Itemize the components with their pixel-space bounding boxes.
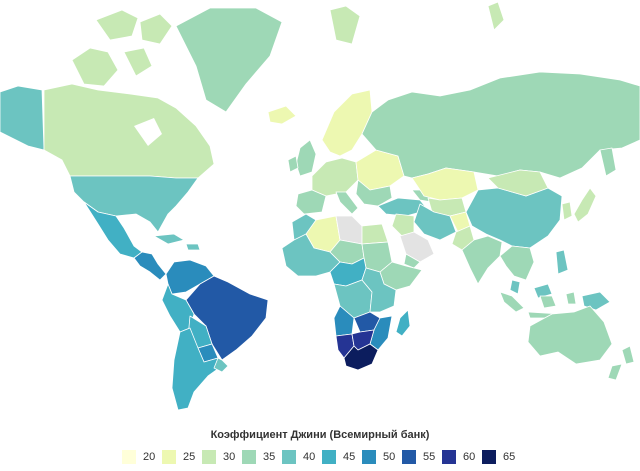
region-iran[interactable] <box>413 203 457 241</box>
region-indonesia[interactable] <box>539 295 557 309</box>
legend-label: 50 <box>383 451 396 463</box>
region-new-zealand[interactable] <box>607 363 623 381</box>
legend-label: 30 <box>223 451 236 463</box>
region-japan[interactable] <box>573 187 597 223</box>
region-scandinavia[interactable] <box>321 89 373 157</box>
region-madagascar[interactable] <box>395 309 411 337</box>
region-indochina[interactable] <box>499 245 535 281</box>
region-iberia[interactable] <box>295 189 327 215</box>
region-australia[interactable] <box>527 305 613 365</box>
legend-items: 20 25 30 35 40 45 50 55 <box>122 449 522 465</box>
legend-title: Коэффициент Джини (Всемирный банк) <box>210 429 430 441</box>
region-mongolia[interactable] <box>487 169 549 197</box>
region-arctic-islands[interactable] <box>139 13 173 45</box>
legend-label: 55 <box>423 451 436 463</box>
region-iceland[interactable] <box>267 105 297 125</box>
legend-swatch <box>282 450 296 464</box>
legend-label: 65 <box>503 451 516 463</box>
legend-label: 60 <box>463 451 476 463</box>
region-new-zealand[interactable] <box>621 345 635 365</box>
legend-item[interactable]: 45 <box>322 450 362 464</box>
legend-item[interactable]: 35 <box>242 450 282 464</box>
region-arctic-islands[interactable] <box>95 9 139 41</box>
legend-swatch <box>242 450 256 464</box>
legend-swatch <box>322 450 336 464</box>
legend-item[interactable]: 60 <box>442 450 482 464</box>
region-alaska[interactable] <box>0 85 45 151</box>
region-philippines[interactable] <box>555 249 569 275</box>
region-uk-ireland[interactable] <box>295 139 317 177</box>
region-caribbean[interactable] <box>153 233 185 245</box>
legend-item[interactable]: 40 <box>282 450 322 464</box>
legend-item[interactable]: 20 <box>122 450 162 464</box>
region-egypt[interactable] <box>361 223 389 245</box>
choropleth-map <box>0 1 640 411</box>
legend-label: 20 <box>143 451 156 463</box>
legend-swatch <box>122 450 136 464</box>
region-arctic-islands[interactable] <box>71 47 119 87</box>
region-italy[interactable] <box>335 191 359 215</box>
legend-item[interactable]: 30 <box>202 450 242 464</box>
region-korea[interactable] <box>561 201 573 221</box>
region-brazil[interactable] <box>185 275 269 361</box>
legend-item[interactable]: 55 <box>402 450 442 464</box>
region-indonesia[interactable] <box>565 291 577 305</box>
region-canada[interactable] <box>43 83 215 179</box>
region-east-africa[interactable] <box>361 267 397 313</box>
legend-swatch <box>442 450 456 464</box>
legend-swatch <box>402 450 416 464</box>
region-russia[interactable] <box>599 147 617 177</box>
region-arctic-islands[interactable] <box>487 1 505 31</box>
region-balkans[interactable] <box>355 179 393 207</box>
region-malaysia[interactable] <box>533 283 553 299</box>
region-caribbean[interactable] <box>185 243 201 251</box>
legend-label: 25 <box>183 451 196 463</box>
legend-item[interactable]: 50 <box>362 450 402 464</box>
region-russia[interactable] <box>361 71 640 179</box>
region-arctic-islands[interactable] <box>123 47 153 77</box>
region-usa[interactable] <box>69 175 199 233</box>
legend-label: 45 <box>343 451 356 463</box>
region-western-europe[interactable] <box>311 157 359 197</box>
region-south-africa[interactable] <box>343 343 379 371</box>
legend-item[interactable]: 65 <box>482 450 522 464</box>
region-png[interactable] <box>581 291 611 311</box>
legend-swatch <box>362 450 376 464</box>
legend-item[interactable]: 25 <box>162 450 202 464</box>
legend-swatch <box>202 450 216 464</box>
region-greenland[interactable] <box>175 7 283 113</box>
region-arctic-islands[interactable] <box>329 5 361 45</box>
legend: Коэффициент Джини (Всемирный банк) 20 25… <box>0 425 640 471</box>
legend-label: 35 <box>263 451 276 463</box>
region-uk-ireland[interactable] <box>287 155 299 173</box>
world-map <box>0 1 640 411</box>
legend-swatch <box>482 450 496 464</box>
legend-swatch <box>162 450 176 464</box>
region-malaysia[interactable] <box>509 279 521 295</box>
legend-label: 40 <box>303 451 316 463</box>
region-indonesia[interactable] <box>499 291 525 313</box>
region-central-america[interactable] <box>133 251 167 281</box>
region-uruguay[interactable] <box>213 357 229 373</box>
region-argentina-chile[interactable] <box>171 327 223 411</box>
